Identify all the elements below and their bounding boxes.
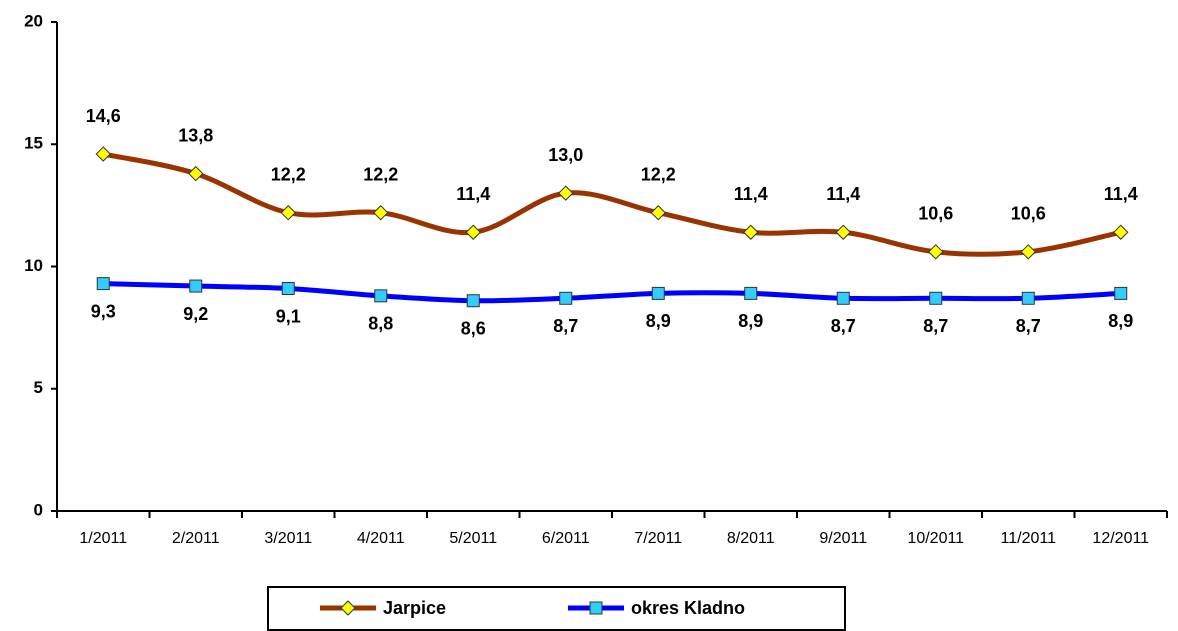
y-tick-label: 5 [34, 378, 43, 397]
marker [651, 286, 665, 300]
marker [188, 165, 204, 182]
x-tick-label: 2/2011 [172, 530, 220, 547]
marker [1021, 291, 1035, 305]
y-tick-label: 20 [24, 11, 43, 30]
marker [744, 286, 758, 300]
marker [374, 289, 388, 303]
y-tick-label: 0 [34, 500, 43, 519]
data-label: 11,4 [826, 184, 860, 204]
data-label: 8,8 [368, 314, 393, 334]
marker [836, 291, 850, 305]
data-label: 8,7 [831, 316, 856, 336]
data-label: 8,9 [1108, 311, 1133, 331]
marker [835, 224, 851, 240]
data-label: 9,2 [183, 304, 208, 324]
data-label: 8,9 [646, 311, 671, 331]
marker [281, 282, 295, 296]
x-tick-label: 7/2011 [634, 530, 682, 547]
x-tick-label: 12/2011 [1092, 530, 1149, 547]
data-label: 14,6 [86, 106, 121, 126]
data-label: 12,2 [271, 164, 306, 184]
data-label: 13,0 [548, 145, 583, 165]
marker [558, 185, 574, 201]
x-tick-label: 8/2011 [727, 530, 775, 547]
marker [466, 294, 480, 308]
y-tick-label: 10 [24, 256, 43, 275]
marker [280, 205, 296, 221]
data-label: 10,6 [1011, 204, 1046, 224]
marker [1114, 286, 1128, 300]
x-tick-label: 1/2011 [79, 530, 127, 547]
marker [929, 291, 943, 305]
data-label: 9,3 [91, 301, 116, 321]
x-tick-label: 5/2011 [449, 530, 497, 547]
marker [1020, 244, 1036, 260]
marker [189, 279, 203, 293]
legend-label: Jarpice [383, 598, 446, 618]
marker [340, 600, 356, 616]
data-label: 11,4 [734, 184, 768, 204]
data-label: 8,7 [553, 316, 578, 336]
marker [559, 291, 573, 305]
x-tick-label: 11/2011 [1001, 530, 1057, 547]
data-label: 9,1 [276, 306, 301, 326]
x-tick-label: 9/2011 [819, 530, 867, 547]
data-label: 8,7 [1016, 316, 1041, 336]
marker [373, 205, 389, 221]
legend-label: okres Kladno [631, 598, 745, 618]
x-tick-label: 10/2011 [907, 530, 964, 547]
x-tick-label: 4/2011 [357, 530, 405, 547]
marker [96, 277, 110, 291]
marker [95, 146, 111, 162]
x-tick-label: 6/2011 [542, 530, 590, 547]
data-label: 8,6 [461, 318, 486, 338]
data-label: 11,4 [1104, 184, 1138, 204]
data-label: 12,2 [363, 164, 398, 184]
marker [743, 224, 759, 240]
x-tick-label: 3/2011 [264, 530, 312, 547]
data-label: 13,8 [178, 125, 213, 145]
series-line [103, 281, 1121, 304]
data-label: 11,4 [456, 184, 490, 204]
data-label: 12,2 [641, 164, 676, 184]
data-label: 8,7 [923, 316, 948, 336]
marker [1113, 224, 1129, 240]
y-tick-label: 15 [24, 134, 43, 153]
data-label: 8,9 [738, 311, 763, 331]
marker [589, 601, 603, 615]
marker [928, 244, 944, 260]
data-label: 10,6 [918, 204, 953, 224]
series-line [102, 151, 1122, 257]
marker [465, 224, 481, 240]
marker [650, 205, 666, 221]
